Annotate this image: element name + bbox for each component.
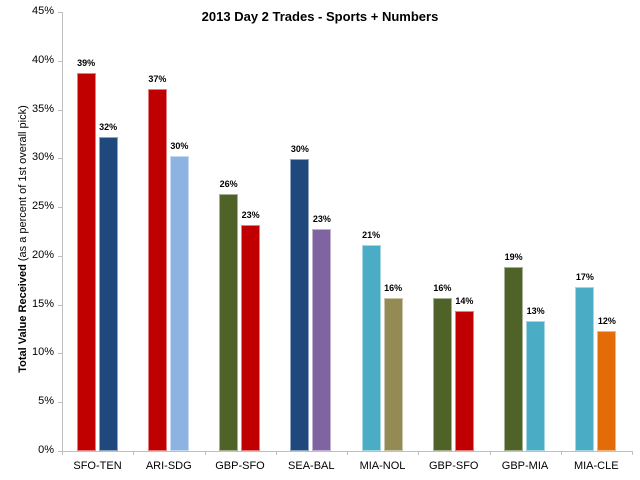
y-tick-label: 0% xyxy=(38,444,54,456)
bar xyxy=(504,266,524,451)
bar-value-label: 32% xyxy=(99,121,118,132)
bar xyxy=(76,73,96,451)
bar-value-label: 14% xyxy=(455,295,474,306)
bar-value-label: 23% xyxy=(241,209,260,220)
y-tick xyxy=(58,451,62,452)
x-category-label: MIA-NOL xyxy=(359,460,406,472)
bar xyxy=(219,194,239,451)
x-category-label: MIA-CLE xyxy=(573,460,619,472)
x-tick xyxy=(133,451,135,455)
bar xyxy=(526,321,546,451)
x-category-label: SFO-TEN xyxy=(73,460,122,472)
y-tick xyxy=(58,353,62,355)
x-tick xyxy=(62,451,63,455)
y-tick-label: 30% xyxy=(31,151,54,164)
y-tick-label: 10% xyxy=(31,346,54,359)
y-axis-title-rest: (as a percent of 1st overall pick) xyxy=(17,105,29,265)
x-category-label: GBP-SFO xyxy=(215,460,265,472)
bar-value-label: 12% xyxy=(597,316,616,326)
x-tick xyxy=(632,451,633,455)
y-tick xyxy=(58,60,62,62)
y-tick xyxy=(58,255,62,257)
bar-value-label: 39% xyxy=(77,58,96,69)
bar-value-label: 23% xyxy=(312,213,331,224)
y-tick-label: 35% xyxy=(31,102,54,115)
y-tick xyxy=(58,304,62,306)
bar-value-label: 17% xyxy=(575,272,594,283)
y-tick-label: 25% xyxy=(31,200,54,213)
bar-value-label: 30% xyxy=(290,144,309,155)
y-tick-label: 5% xyxy=(38,395,54,408)
y-tick-label: 40% xyxy=(31,53,54,66)
x-tick xyxy=(418,451,420,455)
bar-value-label: 16% xyxy=(384,282,403,293)
bar-value-label: 37% xyxy=(148,74,167,85)
bar xyxy=(361,245,381,451)
y-tick-label: 15% xyxy=(31,297,54,310)
y-tick-label: 20% xyxy=(31,248,54,261)
y-axis-line xyxy=(62,12,63,451)
bar-value-label: 13% xyxy=(526,306,545,317)
bar-value-label: 19% xyxy=(504,251,523,262)
bar xyxy=(575,287,595,451)
bar xyxy=(432,297,452,451)
y-tick xyxy=(58,158,62,160)
bar xyxy=(290,159,310,451)
chart-title: 2013 Day 2 Trades - Sports + Numbers xyxy=(201,9,439,24)
y-tick xyxy=(58,207,62,209)
bar-value-label: 16% xyxy=(433,282,452,293)
bar xyxy=(147,89,167,451)
bar xyxy=(312,228,332,451)
bar xyxy=(169,156,189,451)
x-tick xyxy=(204,451,206,455)
y-tick xyxy=(58,12,62,13)
x-tick xyxy=(489,451,491,455)
bar xyxy=(241,224,261,451)
x-tick xyxy=(560,451,562,455)
x-category-label: SEA-BAL xyxy=(288,460,335,472)
bar xyxy=(454,310,474,451)
x-category-label: ARI-SDG xyxy=(145,460,192,472)
x-tick xyxy=(275,451,277,455)
bar xyxy=(597,331,617,451)
x-category-label: GBP-MIA xyxy=(501,460,549,472)
bar-value-label: 26% xyxy=(219,179,238,190)
bar-value-label: 21% xyxy=(362,230,381,241)
x-category-label: GBP-SFO xyxy=(428,460,479,472)
y-tick xyxy=(58,402,62,404)
bar-value-label: 30% xyxy=(170,141,189,152)
bar xyxy=(98,136,118,451)
x-tick xyxy=(347,451,348,455)
y-axis-title: Total Value Received (as a percent of 1s… xyxy=(17,89,29,389)
y-tick xyxy=(58,109,62,111)
bar xyxy=(383,297,403,451)
y-tick-label: 45% xyxy=(31,5,54,17)
